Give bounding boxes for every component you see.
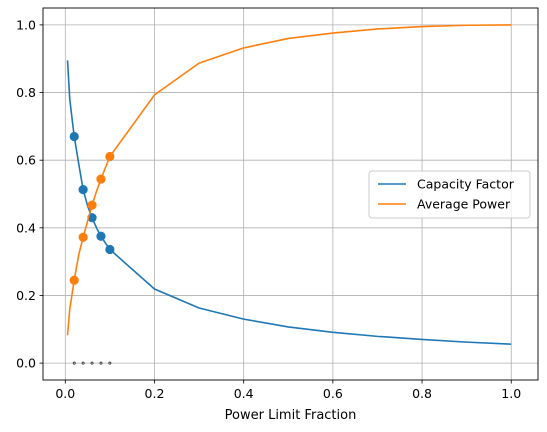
data-point-capacity-factor xyxy=(78,185,88,195)
zero-marker-point xyxy=(72,361,76,365)
y-tick-label: 0.4 xyxy=(16,220,36,235)
data-point-capacity-factor xyxy=(105,244,115,255)
data-point-average-power xyxy=(96,174,106,184)
data-point-capacity-factor xyxy=(96,231,106,241)
x-tick-label: 0.4 xyxy=(234,386,254,401)
grid xyxy=(43,8,538,380)
legend-label-average-power: Average Power xyxy=(417,197,511,212)
legend-box xyxy=(368,170,531,219)
zero-marker-point xyxy=(108,361,112,365)
x-tick-label: 0.6 xyxy=(323,386,343,401)
plot-frame xyxy=(42,7,539,381)
series-layer xyxy=(66,24,512,365)
zero-marker-point xyxy=(99,361,103,365)
x-axis-title: Power Limit Fraction xyxy=(225,408,357,423)
legend-label-capacity-factor: Capacity Factor xyxy=(417,177,515,192)
data-point-capacity-factor xyxy=(69,131,79,142)
x-tick-label: 0.0 xyxy=(55,386,75,401)
y-tick-label: 0.0 xyxy=(16,356,36,371)
x-tick-label: 1.0 xyxy=(501,386,521,401)
zero-marker-point xyxy=(81,361,85,365)
ticks: 0.0 0.2 0.4 0.6 0.8 1.0 0.0 0.2 0.4 0.6 0.8 1.0 xyxy=(16,17,521,401)
zero-marker-point xyxy=(90,361,94,365)
y-tick-label: 0.6 xyxy=(16,153,36,168)
data-point-average-power xyxy=(69,275,79,285)
data-point-average-power xyxy=(105,151,115,162)
legend: Capacity Factor Average Power xyxy=(368,170,531,219)
series-line-average-power xyxy=(66,24,512,336)
x-tick-label: 0.8 xyxy=(412,386,432,401)
y-tick-label: 1.0 xyxy=(16,17,36,32)
data-point-average-power xyxy=(87,200,97,210)
data-point-average-power xyxy=(78,232,88,242)
y-tick-label: 0.2 xyxy=(16,288,36,303)
x-tick-label: 0.2 xyxy=(145,386,165,401)
y-tick-label: 0.8 xyxy=(16,85,36,100)
